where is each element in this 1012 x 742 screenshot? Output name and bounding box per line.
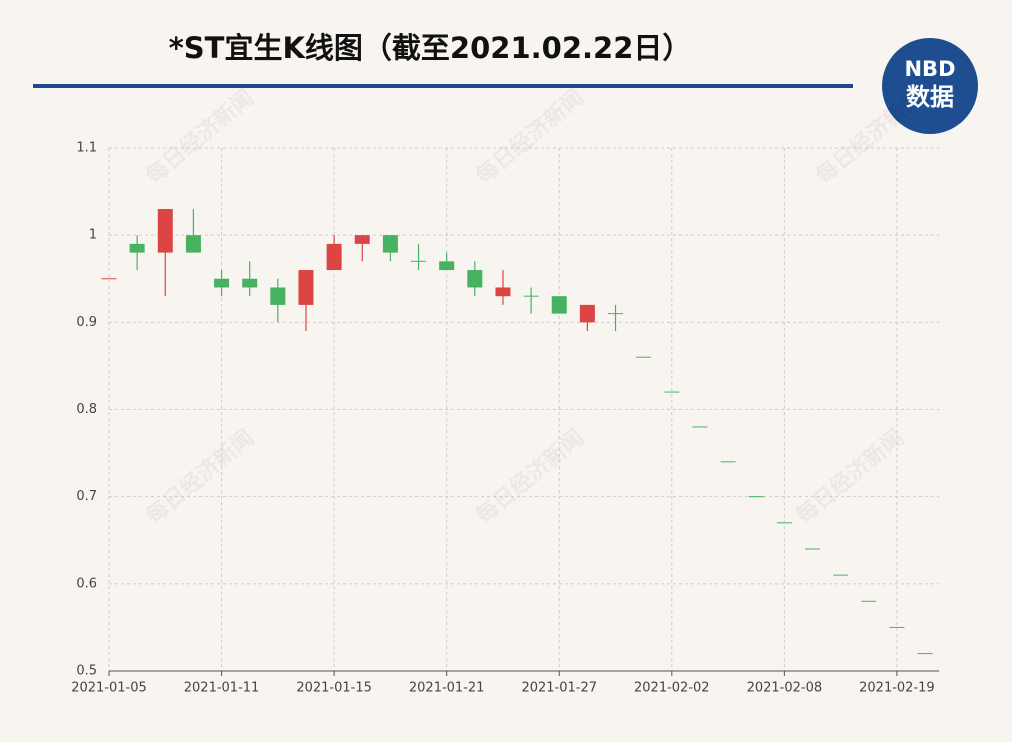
watermark: 每日经济新闻 <box>791 424 909 529</box>
y-tick-label: 1.1 <box>76 141 97 156</box>
x-tick-label: 2021-01-05 <box>71 681 147 696</box>
watermark: 每日经济新闻 <box>471 424 589 529</box>
candle-body <box>833 574 849 576</box>
candle-body <box>495 287 511 297</box>
candle-body <box>101 278 117 280</box>
y-tick-label: 0.5 <box>76 664 97 679</box>
watermark: 每日经济新闻 <box>141 84 259 189</box>
y-tick-label: 0.6 <box>76 576 97 591</box>
candle-body <box>692 426 708 428</box>
candle-body <box>439 261 455 271</box>
y-tick-label: 1 <box>89 228 97 243</box>
watermark: 每日经济新闻 <box>141 424 259 529</box>
candle-body <box>242 278 258 288</box>
x-tick-label: 2021-01-27 <box>521 681 597 696</box>
candle-body <box>326 243 342 271</box>
candle-body <box>805 548 820 550</box>
candle-body <box>185 235 201 253</box>
x-tick-label: 2021-02-08 <box>747 681 823 696</box>
candle-body <box>748 496 764 498</box>
candle-body <box>214 278 230 288</box>
watermark: 每日经济新闻 <box>811 84 929 189</box>
logo-top: NBD <box>904 57 955 81</box>
logo <box>882 38 978 134</box>
x-tick-label: 2021-02-02 <box>634 681 710 696</box>
candle-body <box>467 270 483 288</box>
candle-body <box>270 287 286 305</box>
logo-bottom: 数据 <box>906 83 954 111</box>
x-tick-label: 2021-01-21 <box>409 681 485 696</box>
candle-body <box>411 260 427 262</box>
watermark: 每日经济新闻 <box>471 84 589 189</box>
candle-body <box>129 243 145 253</box>
candle-body <box>298 270 314 305</box>
candle-body <box>157 209 173 253</box>
candle-body <box>354 235 370 244</box>
candle-body <box>889 626 905 628</box>
x-tick-label: 2021-02-19 <box>859 681 935 696</box>
candle-body <box>551 296 567 314</box>
candle-body <box>579 304 595 323</box>
candle-body <box>861 600 877 602</box>
candle-body <box>776 522 792 524</box>
candle-body <box>636 356 652 358</box>
y-tick-label: 0.7 <box>76 489 97 504</box>
candle-body <box>720 461 736 463</box>
candle-body <box>917 653 933 655</box>
candle-body <box>608 313 624 315</box>
x-tick-label: 2021-01-11 <box>184 681 260 696</box>
candle-body <box>382 235 398 253</box>
y-tick-label: 0.9 <box>76 315 97 330</box>
chart-title: *ST宜生K线图（截至2021.02.22日） <box>169 31 692 65</box>
y-tick-label: 0.8 <box>76 402 97 417</box>
x-tick-label: 2021-01-15 <box>296 681 372 696</box>
candle-body <box>664 391 680 393</box>
title-rule <box>33 84 853 88</box>
candle-body <box>523 295 539 297</box>
